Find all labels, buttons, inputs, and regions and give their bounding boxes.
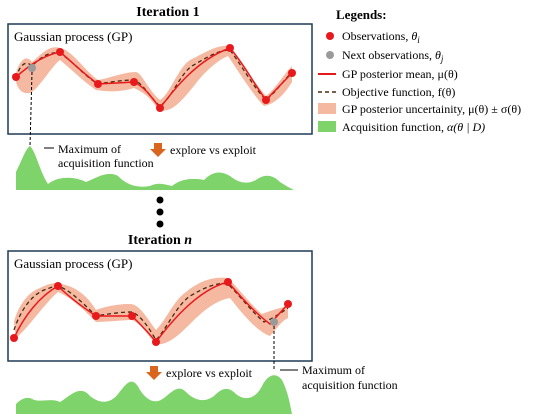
acquisition-function-1 — [16, 146, 294, 190]
max-label-1-line2: acquisition function — [58, 156, 154, 170]
objective-function-curve-1 — [15, 49, 293, 107]
gp-uncertainty-band-n — [14, 277, 288, 345]
legend-observation-marker — [326, 32, 334, 40]
observation-point — [128, 312, 136, 320]
gp-panel-label-1: Gaussian process (GP) — [14, 29, 132, 44]
gp-panel-iteration-1 — [7, 23, 313, 135]
ellipsis-dot — [156, 208, 164, 216]
legend-item-next-observations: Next observations, θj — [342, 48, 444, 64]
observation-point — [94, 80, 102, 88]
observation-point — [224, 278, 232, 286]
iteration-n-title-var: n — [184, 233, 192, 248]
observation-point — [130, 78, 138, 86]
iteration-n-title-prefix: Iteration — [128, 233, 184, 248]
observation-point — [156, 104, 164, 112]
down-arrow-icon — [150, 143, 166, 157]
legend-item-observations: Observations, θi — [342, 29, 420, 45]
explore-label-1: explore vs exploit — [170, 143, 257, 157]
legend-item-uncertainty: GP posterior uncertainity, μ(θ) ± σ(θ) — [342, 102, 521, 116]
ellipsis-dot — [156, 220, 164, 228]
gp-posterior-mean-n — [13, 281, 289, 344]
iteration-n-title: Iteration n — [128, 233, 192, 248]
objective-function-curve-n — [13, 282, 289, 342]
observation-point — [10, 334, 18, 342]
observation-point — [262, 96, 270, 104]
legend: Legends: Observations, θi Next observati… — [318, 7, 521, 134]
observations-iteration-1 — [12, 44, 296, 112]
max-label-n-line2: acquisition function — [302, 378, 398, 392]
acquisition-function-n — [16, 375, 292, 414]
observation-point — [288, 69, 296, 77]
max-label-1-line1: Maximum of — [58, 142, 121, 156]
explore-label-n: explore vs exploit — [166, 366, 253, 380]
observation-point — [226, 44, 234, 52]
legend-acquisition-swatch — [318, 121, 336, 132]
ellipsis-dot — [156, 196, 164, 204]
observation-point — [152, 338, 160, 346]
legend-item-objective: Objective function, f(θ) — [342, 85, 455, 99]
legend-item-acquisition: Acquisition function, α(θ | D) — [342, 120, 485, 134]
ellipsis-dots — [156, 196, 164, 228]
gp-panel-label-n: Gaussian process (GP) — [14, 256, 132, 271]
legend-item-gp-mean: GP posterior mean, μ(θ) — [342, 67, 458, 81]
legend-next-observation-marker — [326, 51, 334, 59]
max-label-n-line1: Maximum of — [302, 363, 365, 377]
observation-point — [12, 73, 20, 81]
iteration-1-title: Iteration 1 — [136, 5, 199, 20]
down-arrow-icon — [146, 366, 162, 380]
observation-point — [54, 282, 62, 290]
observation-point — [56, 48, 64, 56]
observations-iteration-n — [10, 278, 292, 346]
gp-uncertainty-band-1 — [16, 45, 292, 111]
next-observation-point-n — [270, 318, 278, 326]
observation-point — [284, 300, 292, 308]
next-observation-guide-1 — [29, 71, 33, 147]
next-observation-point-1 — [28, 64, 36, 72]
observation-point — [92, 312, 100, 320]
legend-title: Legends: — [336, 7, 387, 22]
legend-uncertainty-swatch — [318, 103, 336, 114]
